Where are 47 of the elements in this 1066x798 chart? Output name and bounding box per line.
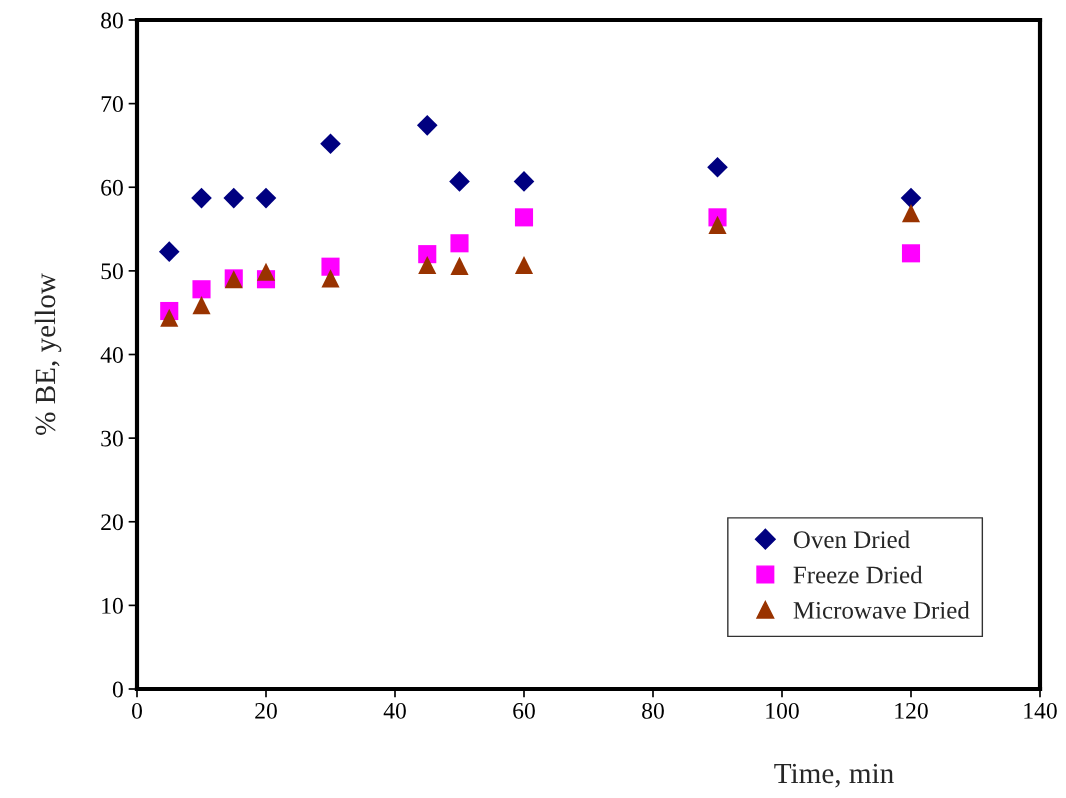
- point: [191, 187, 212, 209]
- point: [160, 308, 179, 327]
- point: [450, 234, 469, 253]
- y-tick-label: 80: [101, 12, 123, 29]
- point: [192, 296, 211, 315]
- point: [514, 208, 534, 227]
- point: [513, 171, 535, 192]
- x-tick-label: 20: [255, 702, 277, 719]
- point: [901, 244, 921, 263]
- y-tick-label: 70: [101, 96, 123, 113]
- point: [900, 187, 922, 209]
- point: [256, 262, 276, 281]
- point: [158, 241, 180, 262]
- y-tick-label: 0: [112, 681, 123, 698]
- x-tick-label: 0: [132, 702, 142, 719]
- point: [707, 156, 728, 178]
- point: [320, 133, 341, 155]
- y-tick-label: 60: [101, 179, 123, 196]
- x-tick-label: 120: [895, 702, 928, 719]
- x-tick-label: 100: [766, 702, 799, 719]
- y-tick-label: 50: [101, 263, 123, 280]
- point: [450, 256, 469, 275]
- x-tick-label: 40: [383, 702, 406, 719]
- point: [321, 269, 340, 288]
- x-axis-title: Time, min: [774, 763, 894, 788]
- x-tick-label: 80: [642, 702, 664, 719]
- y-tick-label: 40: [100, 346, 123, 363]
- point: [321, 257, 340, 276]
- legend-label: Freeze Dried: [793, 565, 923, 584]
- point: [514, 255, 534, 275]
- point: [223, 187, 245, 209]
- point: [418, 245, 437, 264]
- y-axis-title: % BE, yellow: [34, 273, 62, 435]
- point: [708, 215, 727, 234]
- x-tick-label: 140: [1024, 702, 1057, 719]
- y-tick-label: 20: [101, 514, 123, 531]
- point: [901, 204, 921, 223]
- x-tick-label: 60: [513, 702, 535, 719]
- point: [416, 115, 438, 136]
- y-tick-label: 10: [102, 597, 123, 614]
- y-tick-label: 30: [101, 430, 123, 447]
- point: [192, 280, 211, 299]
- point: [418, 255, 437, 275]
- point: [255, 187, 277, 209]
- legend-label: Microwave Dried: [793, 601, 970, 619]
- point: [449, 171, 470, 192]
- legend-label: Oven Dried: [793, 530, 910, 549]
